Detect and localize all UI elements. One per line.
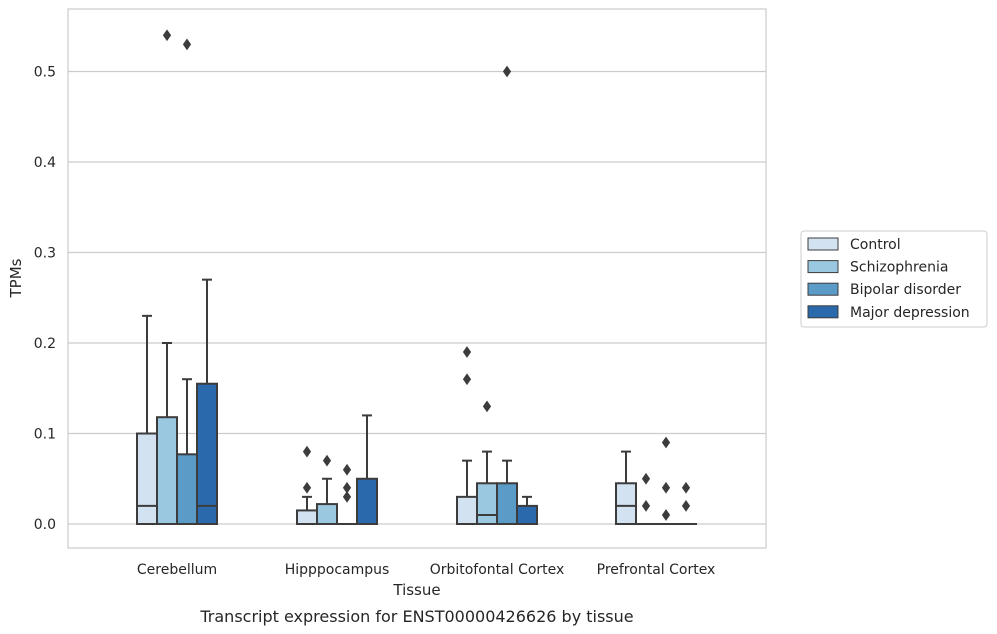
box-bipolar-disorder (176, 38, 198, 525)
y-tick-label: 0.1 (34, 427, 56, 443)
x-tick-label: Hipppocampus (285, 562, 390, 578)
box-body (615, 482, 637, 525)
box-major-depression (196, 278, 218, 525)
legend-label: Schizophrenia (850, 260, 948, 276)
outlier-point (661, 481, 671, 494)
box-body (356, 477, 378, 525)
x-tick-label: Cerebellum (137, 562, 217, 578)
legend: Control Schizophrenia Bipolar disorder Majo… (800, 230, 988, 328)
x-axis-label: Tissue (392, 581, 440, 599)
x-tick-label: Orbitofontal Cortex (430, 562, 565, 578)
outlier-point (681, 500, 691, 512)
y-tick-label: 0.2 (34, 336, 56, 352)
box-major-depression (356, 414, 378, 525)
outlier-point (502, 65, 512, 78)
box-schizophrenia (635, 472, 657, 526)
box-body (196, 382, 218, 525)
outlier-point (302, 445, 312, 458)
box-body (476, 482, 498, 525)
box-control (615, 450, 637, 525)
boxes-layer (136, 29, 697, 526)
legend-swatch (807, 237, 839, 251)
y-tick-label: 0.0 (34, 517, 56, 533)
outlier-point (681, 481, 691, 494)
box-body (456, 495, 478, 526)
box-body (316, 503, 338, 525)
box-body (136, 432, 158, 525)
box-bipolar-disorder (496, 65, 518, 525)
outlier-point (661, 436, 671, 449)
box-body (296, 509, 318, 525)
y-tick-label: 0.3 (34, 246, 56, 262)
outlier-point (482, 400, 492, 413)
outlier-point (322, 454, 332, 467)
legend-label: Control (850, 237, 901, 253)
outlier-point (641, 472, 651, 485)
legend-label: Major depression (850, 305, 970, 321)
box-bipolar-disorder (655, 436, 677, 526)
box-control (456, 346, 478, 526)
plot-frame (67, 8, 767, 549)
outlier-point (661, 509, 671, 521)
box-bipolar-disorder (336, 463, 358, 526)
box-major-depression (516, 495, 538, 525)
box-body (176, 453, 198, 525)
legend-swatch (807, 282, 839, 296)
outlier-point (182, 38, 192, 51)
box-body (156, 416, 178, 525)
box-major-depression (675, 481, 697, 526)
y-axis-ticks: 0.0 0.1 0.2 0.3 0.4 0.5 (34, 65, 56, 534)
outlier-point (342, 490, 352, 503)
outlier-point (162, 29, 172, 42)
outlier-point (342, 463, 352, 476)
legend-label: Bipolar disorder (850, 282, 961, 298)
y-tick-label: 0.5 (34, 65, 56, 81)
outlier-point (302, 481, 312, 494)
outlier-point (641, 500, 651, 512)
box-schizophrenia (316, 454, 338, 525)
y-tick-label: 0.4 (34, 155, 56, 171)
y-axis-label: TPMs (7, 258, 25, 298)
legend-swatch (807, 305, 839, 319)
outlier-point (462, 373, 472, 386)
chart-caption: Transcript expression for ENST0000042662… (199, 607, 633, 626)
legend-swatch (807, 260, 839, 274)
legend-frame (800, 230, 988, 328)
box-schizophrenia (156, 29, 178, 525)
box-body (496, 482, 518, 525)
box-control (136, 314, 158, 525)
x-axis-ticks: Cerebellum Hipppocampus Orbitofontal Corte… (137, 562, 715, 578)
box-control (296, 445, 318, 525)
x-tick-label: Prefrontal Cortex (597, 562, 716, 578)
box-body (516, 504, 538, 525)
outlier-point (462, 346, 472, 358)
box-schizophrenia (476, 400, 498, 525)
outlier-point (342, 481, 352, 494)
